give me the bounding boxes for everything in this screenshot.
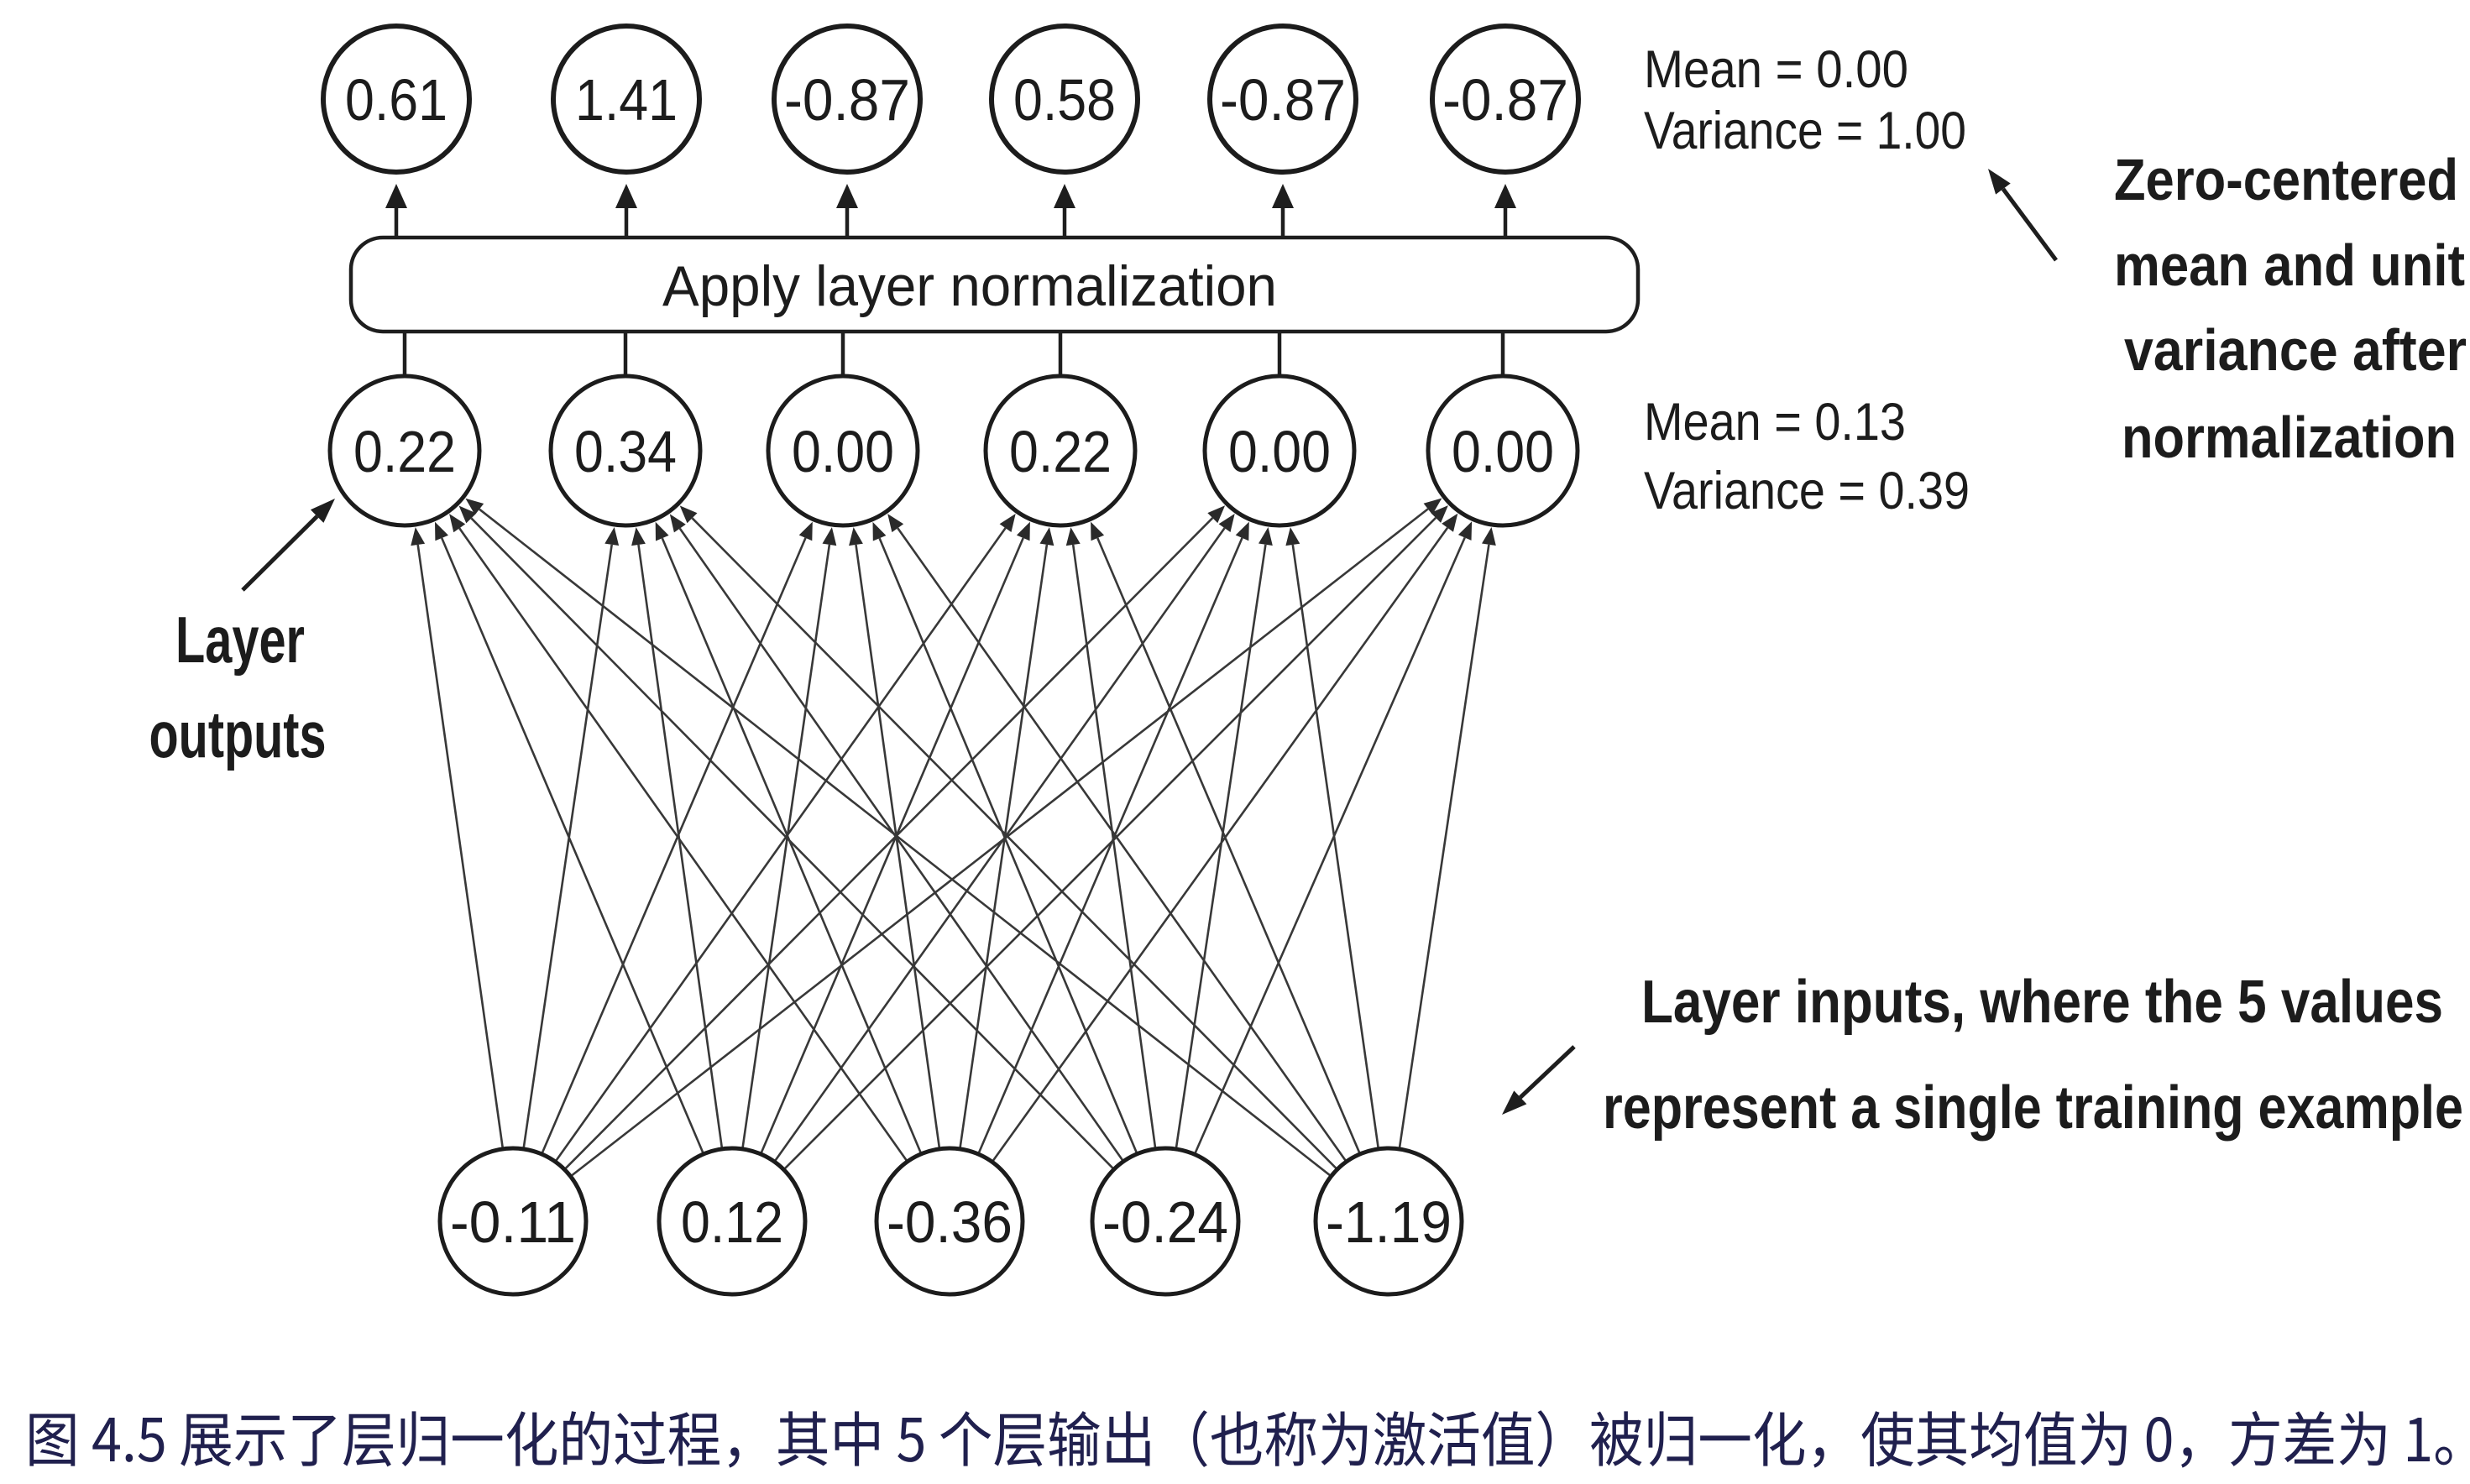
svg-text:Variance = 0.39: Variance = 0.39: [1644, 462, 1970, 520]
svg-text:0.00: 0.00: [792, 419, 894, 484]
svg-text:-0.87: -0.87: [1442, 67, 1568, 133]
svg-text:Zero-centered: Zero-centered: [2114, 147, 2458, 212]
svg-text:variance after: variance after: [2124, 317, 2467, 383]
svg-text:normalization: normalization: [2122, 405, 2457, 470]
svg-text:-0.24: -0.24: [1102, 1189, 1228, 1255]
svg-text:outputs: outputs: [149, 698, 327, 771]
svg-text:0.00: 0.00: [1452, 419, 1554, 484]
svg-text:0.34: 0.34: [574, 419, 677, 484]
svg-text:mean and unit: mean and unit: [2114, 233, 2465, 298]
svg-text:-0.87: -0.87: [1220, 67, 1346, 133]
svg-text:0.61: 0.61: [345, 67, 447, 133]
svg-text:1.41: 1.41: [575, 67, 678, 133]
svg-text:-0.87: -0.87: [784, 67, 910, 133]
svg-text:-1.19: -1.19: [1326, 1189, 1452, 1255]
svg-text:Mean = 0.00: Mean = 0.00: [1644, 40, 1908, 99]
svg-text:-0.36: -0.36: [887, 1189, 1013, 1255]
svg-text:0.12: 0.12: [681, 1189, 783, 1255]
svg-text:Layer inputs, where the 5 valu: Layer inputs, where the 5 values: [1641, 969, 2443, 1036]
svg-text:0.22: 0.22: [353, 419, 456, 484]
svg-text:0.58: 0.58: [1013, 67, 1116, 133]
svg-text:-0.11: -0.11: [450, 1189, 576, 1255]
svg-text:Mean = 0.13: Mean = 0.13: [1644, 393, 1906, 452]
svg-text:Layer: Layer: [175, 603, 305, 677]
svg-text:represent a single training ex: represent a single training example: [1603, 1074, 2463, 1142]
svg-text:0.00: 0.00: [1228, 419, 1331, 484]
svg-text:Variance = 1.00: Variance = 1.00: [1644, 102, 1966, 160]
svg-text:0.22: 0.22: [1009, 419, 1112, 484]
svg-text:Apply layer normalization: Apply layer normalization: [662, 254, 1277, 318]
